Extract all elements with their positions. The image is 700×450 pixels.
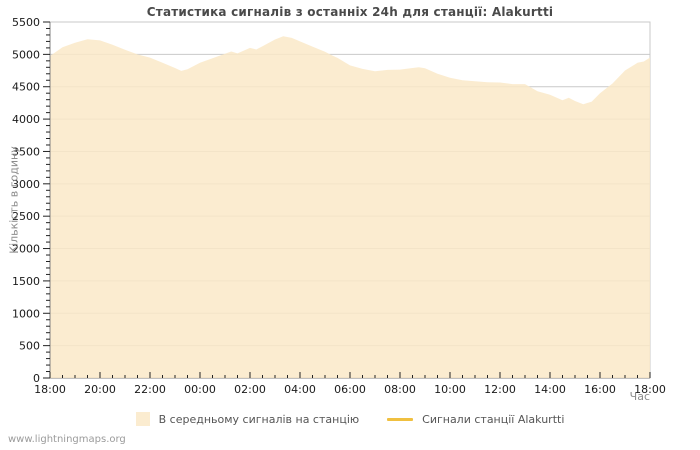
legend-item-station: Сигнали станції Alakurtti xyxy=(387,413,564,426)
y-tick-label: 5000 xyxy=(12,48,40,61)
y-axis-label: Кількість в годину xyxy=(7,146,21,254)
x-tick-label: 06:00 xyxy=(334,383,366,396)
legend-label-station: Сигнали станції Alakurtti xyxy=(422,412,565,426)
x-tick-label: 02:00 xyxy=(234,383,266,396)
legend-label-average: В середньому сигналів на станцію xyxy=(158,412,360,426)
area-swatch-icon xyxy=(135,412,150,426)
legend-item-average: В середньому сигналів на станцію xyxy=(135,412,360,426)
y-tick-label: 1000 xyxy=(12,307,40,320)
x-axis-label: Час xyxy=(629,390,650,403)
x-tick-label: 18:00 xyxy=(634,383,666,396)
watermark-link[interactable]: www.lightningmaps.org xyxy=(8,434,126,445)
legend: В середньому сигналів на станцію Сигнали… xyxy=(0,412,700,426)
x-tick-label: 22:00 xyxy=(134,383,166,396)
y-tick-label: 2500 xyxy=(12,210,40,223)
area-series-average xyxy=(50,36,650,378)
x-tick-label: 12:00 xyxy=(484,383,516,396)
x-tick-label: 16:00 xyxy=(584,383,616,396)
x-tick-label: 04:00 xyxy=(284,383,316,396)
y-tick-label: 5500 xyxy=(12,16,40,29)
line-swatch-icon xyxy=(387,417,414,421)
y-tick-label: 2000 xyxy=(12,243,40,256)
y-tick-label: 0 xyxy=(33,372,40,385)
chart-title: Статистика сигналів з останніх 24h для с… xyxy=(146,5,554,19)
y-tick-label: 500 xyxy=(19,340,40,353)
x-tick-label: 14:00 xyxy=(534,383,566,396)
y-tick-label: 3000 xyxy=(12,178,40,191)
y-tick-label: 4000 xyxy=(12,113,40,126)
x-tick-label: 10:00 xyxy=(434,383,466,396)
x-tick-label: 08:00 xyxy=(384,383,416,396)
x-tick-label: 18:00 xyxy=(34,383,66,396)
y-tick-label: 4500 xyxy=(12,81,40,94)
x-tick-label: 00:00 xyxy=(184,383,216,396)
y-tick-label: 3500 xyxy=(12,145,40,158)
x-tick-label: 20:00 xyxy=(84,383,116,396)
y-tick-label: 1500 xyxy=(12,275,40,288)
